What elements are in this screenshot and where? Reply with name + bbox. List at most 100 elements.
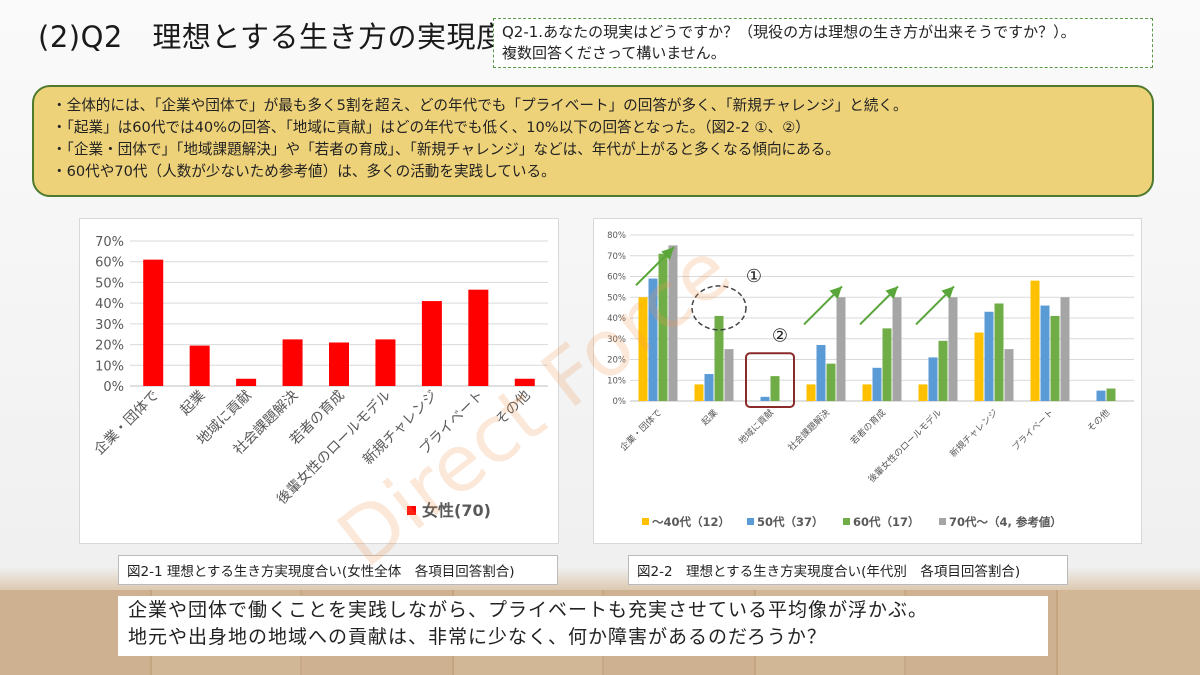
x-tick-label: 新規チャレンジ (947, 407, 1000, 460)
bar-7-1 (1040, 305, 1050, 401)
bar-0-0 (638, 297, 648, 401)
summary-line-2: ・「起業」は60代では40%の回答、「地域に貢献」はどの年代でも低く、10%以下… (52, 119, 810, 136)
x-tick-label: 地域に貢献 (736, 407, 776, 447)
y-tick-label: 80% (607, 231, 626, 241)
bar-6-0 (974, 332, 984, 401)
chart-2-svg: 0% 10% 20% 30% 40% 50% 60% 70% 80% 企業・団体で 起業 地域に貢献社… (607, 231, 1134, 529)
bar-5 (375, 339, 396, 386)
bar-6 (421, 301, 442, 386)
y-tick-label: 20% (607, 356, 626, 366)
bar-6-3 (1004, 349, 1014, 401)
bar-0-2 (658, 253, 668, 401)
highlight-circle (691, 285, 747, 331)
comment-line-2: 地元や出身地の地域への貢献は、非常に少なく、何か障害があるのだろうか？ (128, 626, 827, 648)
bar-4-1 (872, 367, 882, 401)
bar-1-1 (704, 374, 714, 401)
bar-3-2 (826, 363, 836, 401)
bar-0-3 (668, 245, 678, 401)
bar-5-1 (928, 357, 938, 401)
bar-7-2 (1050, 315, 1060, 401)
bar-5-0 (918, 384, 928, 401)
x-tick-label: 起業 (699, 407, 720, 428)
comment-line-1: 企業や団体で働くことを実践しながら、プライベートも充実させている平均像が浮かぶ。 (128, 599, 929, 621)
legend-swatch (939, 518, 946, 525)
bar-5-2 (938, 340, 948, 401)
figure-1-caption: 図2-1 理想とする生き方実現度合い(女性全体 各項目回答割合) (118, 555, 558, 585)
question-box: Q2-1.あなたの現実はどうですか？（現役の方は理想の生き方が出来そうですか？）… (493, 18, 1153, 68)
y-tick-label: 30% (95, 318, 124, 333)
bar-1 (189, 345, 210, 386)
bar-7-3 (1060, 297, 1070, 401)
bar-5-3 (948, 297, 958, 401)
summary-line-4: ・60代や70代（人数が少ないため参考値）は、多くの活動を実践している。 (52, 163, 556, 180)
bar-3 (282, 339, 303, 386)
y-tick-label: 0% (613, 397, 627, 407)
bar-4 (329, 342, 349, 386)
x-tick-label: 企業・団体で (617, 407, 664, 454)
bar-7-0 (1030, 280, 1040, 401)
y-tick-label: 50% (607, 293, 626, 303)
bar-4-0 (862, 384, 872, 401)
legend-swatch (642, 518, 649, 525)
question-line-1: Q2-1.あなたの現実はどうですか？（現役の方は理想の生き方が出来そうですか？）… (502, 23, 1076, 41)
legend-swatch (843, 518, 850, 525)
y-tick-label: 60% (607, 273, 626, 283)
bar-4-3 (892, 297, 902, 401)
legend-label: 70代～（4, 参考値） (949, 515, 1062, 529)
legend-label: 60代（17） (853, 515, 920, 529)
comment-box: 企業や団体で働くことを実践しながら、プライベートも充実させている平均像が浮かぶ。… (118, 596, 1048, 656)
legend-label: 50代（37） (757, 515, 824, 529)
y-tick-label: 30% (607, 335, 626, 345)
question-line-2: 複数回答くださって構いません。 (502, 44, 726, 62)
summary-line-1: ・全体的には、「企業や団体で」が最も多く5割を超え、どの年代でも「プライベート」… (52, 97, 908, 114)
bar-1-3 (724, 349, 734, 401)
bar-3-1 (816, 344, 826, 401)
legend-swatch (407, 506, 416, 515)
x-tick-label: 若者の育成 (848, 407, 888, 447)
y-tick-label: 70% (607, 252, 626, 262)
bar-1-0 (694, 384, 704, 401)
y-tick-label: 60% (95, 256, 124, 271)
trend-arrow (915, 285, 955, 326)
y-tick-label: 50% (95, 276, 124, 291)
bar-6-2 (994, 303, 1004, 401)
trend-arrow (635, 246, 675, 286)
x-tick-label: その他 (1085, 407, 1113, 435)
x-tick-label: 社会課題解決 (785, 407, 832, 454)
bar-2-1 (760, 396, 770, 401)
y-tick-label: 0% (103, 380, 124, 395)
bar-2-2 (770, 376, 780, 401)
y-tick-label: 10% (607, 376, 626, 386)
legend-label: ～40代（12） (652, 515, 730, 529)
bar-8-1 (1096, 390, 1106, 401)
x-tick-label: 企業・団体で (91, 387, 162, 458)
y-tick-label: 40% (95, 297, 124, 312)
y-tick-label: 70% (95, 235, 124, 250)
bar-8-2 (1106, 388, 1116, 401)
x-tick-label: 起業 (177, 388, 208, 419)
figure-2-caption: 図2-2 理想とする生き方実現度合い(年代別 各項目回答割合) (628, 555, 1068, 585)
bar-4-2 (882, 328, 892, 401)
y-tick-label: 20% (95, 339, 124, 354)
y-tick-label: 10% (95, 359, 124, 374)
bar-8 (514, 378, 535, 386)
chart-1-panel: 0% 10% 20% 30% 40% 50% 60% 70% 企業・団体で 起業 地域に貢献 社会課題… (79, 218, 559, 544)
x-tick-label: その他 (493, 388, 534, 429)
bar-7 (468, 289, 489, 386)
summary-box: ・全体的には、「企業や団体で」が最も多く5割を超え、どの年代でも「プライベート」… (32, 85, 1154, 197)
chart-1-svg: 0%10%20%30%40%50%60%70%企業・団体で 起業地域に貢献社会課題… (91, 235, 548, 520)
legend-swatch (747, 518, 754, 525)
bar-0-1 (648, 278, 658, 401)
bar-3-3 (836, 297, 846, 401)
trend-arrow (803, 285, 843, 326)
trend-arrow (859, 285, 899, 326)
bar-1-2 (714, 315, 724, 401)
y-tick-label: 40% (607, 314, 626, 324)
bar-0 (143, 259, 164, 386)
bar-2 (236, 378, 257, 386)
annotation-2: ② (772, 325, 788, 346)
bar-6-1 (984, 311, 994, 401)
chart-2-panel: 0% 10% 20% 30% 40% 50% 60% 70% 80% 企業・団体で 起業 地域に貢献社… (593, 218, 1142, 544)
page-title: (2)Q2 理想とする生き方の実現度 (38, 20, 506, 54)
x-tick-label: プライベート (1010, 407, 1056, 453)
